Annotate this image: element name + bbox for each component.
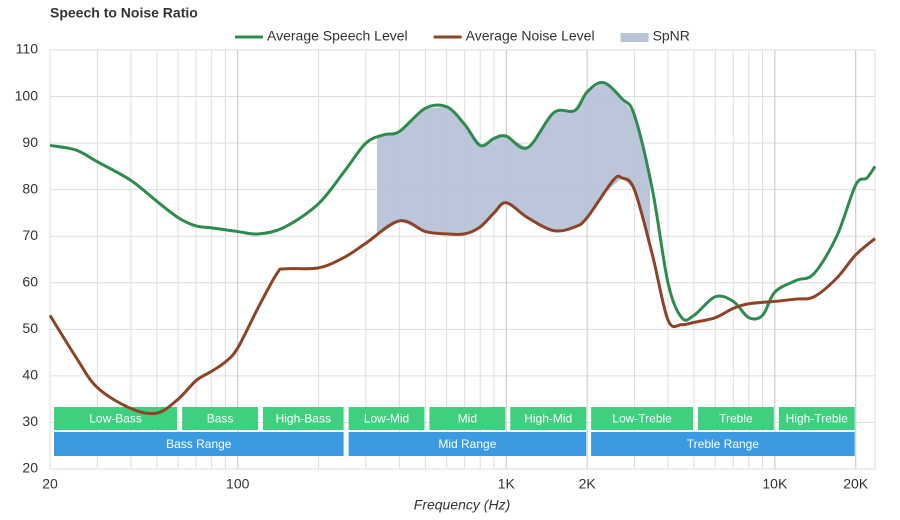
y-tick-label: 40 (22, 367, 38, 383)
x-tick-label: 100 (226, 476, 250, 492)
band (778, 407, 855, 430)
y-tick-label: 70 (22, 227, 38, 243)
legend-swatch (620, 33, 649, 42)
band-label: High-Bass (276, 412, 331, 426)
band-label: Bass (207, 412, 234, 426)
spnr-area (376, 82, 651, 247)
band (348, 407, 425, 430)
band (429, 407, 506, 430)
legend-label: Average Speech Level (267, 28, 408, 44)
band-label: Mid (458, 412, 477, 426)
y-tick-label: 100 (15, 87, 39, 103)
y-tick-label: 30 (22, 413, 38, 429)
band-label: Mid Range (438, 437, 496, 451)
band (698, 407, 774, 430)
x-axis-label: Frequency (Hz) (414, 497, 510, 513)
band (591, 432, 855, 456)
band-label: Low-Mid (364, 412, 409, 426)
legend-label: SpNR (653, 28, 690, 44)
y-tick-label: 80 (22, 180, 38, 196)
band-label: Low-Treble (612, 412, 672, 426)
chart-title: Speech to Noise Ratio (50, 5, 198, 21)
y-tick-label: 20 (22, 460, 38, 476)
band (348, 432, 587, 456)
band (54, 432, 344, 456)
band-label: Bass Range (166, 437, 232, 451)
band (510, 407, 587, 430)
band-label: Treble (719, 412, 753, 426)
band (591, 407, 694, 430)
band (262, 407, 344, 430)
x-tick-label: 2K (579, 476, 597, 492)
x-tick-label: 20K (843, 476, 869, 492)
band-label: High-Mid (524, 412, 572, 426)
x-tick-label: 20 (42, 476, 58, 492)
y-tick-label: 60 (22, 273, 38, 289)
band (182, 407, 258, 430)
band-label: Treble Range (687, 437, 760, 451)
series-line (49, 80, 877, 322)
band-label: Low-Bass (89, 412, 142, 426)
y-tick-label: 50 (22, 320, 38, 336)
x-tick-label: 1K (498, 476, 516, 492)
x-tick-label: 10K (762, 476, 788, 492)
plot-border (49, 49, 876, 470)
legend-label: Average Noise Level (466, 28, 595, 44)
series-line (48, 174, 876, 416)
y-tick-label: 110 (16, 41, 39, 57)
y-tick-label: 90 (22, 134, 38, 150)
band-label: High-Treble (786, 412, 849, 426)
